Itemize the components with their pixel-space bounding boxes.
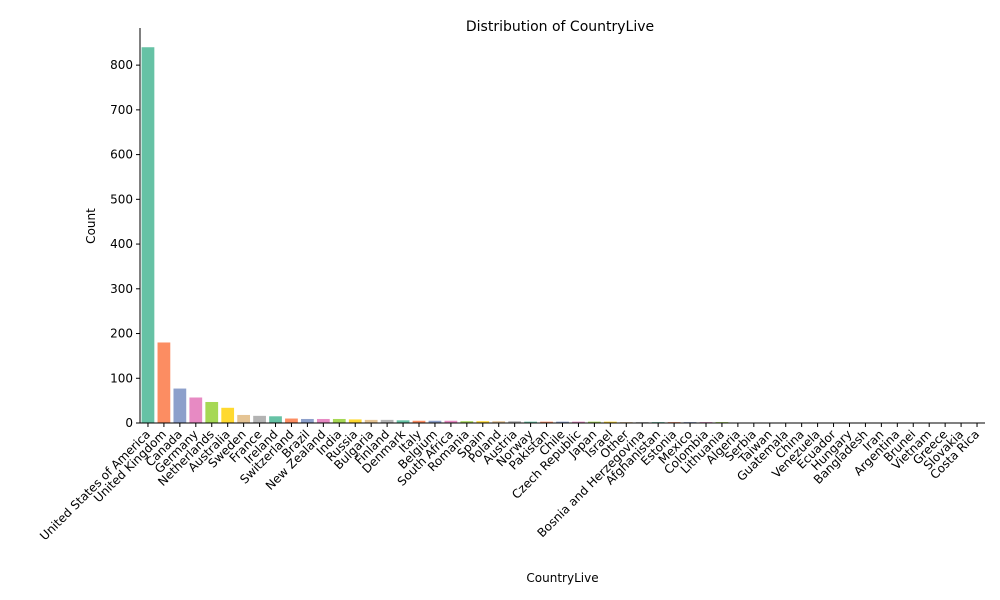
bar [380, 419, 394, 423]
chart-title: Distribution of CountryLive [466, 19, 654, 35]
y-tick-label: 700 [110, 103, 133, 117]
bar [476, 421, 490, 423]
bar [301, 418, 314, 423]
x-axis-title: CountryLive [526, 571, 598, 585]
bar [332, 418, 346, 423]
bar [428, 420, 442, 423]
bars-group [141, 47, 984, 424]
x-tick-label: United States of America [37, 427, 153, 543]
bar [603, 421, 617, 423]
bar [269, 416, 282, 423]
y-axis-ticks: 0 100 200 300 400 500 600 700 800 [110, 58, 140, 430]
bar [348, 419, 362, 423]
bar [460, 421, 474, 423]
bar [524, 421, 537, 423]
bar [556, 421, 569, 423]
y-tick-label: 0 [125, 416, 133, 430]
bar [412, 420, 426, 423]
y-tick-label: 600 [110, 148, 133, 162]
bar [572, 421, 585, 423]
bar [221, 407, 235, 423]
bar [444, 420, 458, 423]
bar [141, 47, 155, 424]
y-tick-label: 300 [110, 282, 133, 296]
bar [157, 342, 171, 423]
y-tick-label: 200 [110, 327, 133, 341]
bar [540, 421, 553, 423]
y-tick-label: 100 [110, 371, 133, 385]
bar [253, 415, 266, 423]
bar [189, 397, 203, 423]
y-tick-label: 400 [110, 237, 133, 251]
y-axis-title: Count [84, 208, 98, 244]
bar [508, 421, 522, 423]
bar [285, 418, 298, 423]
bar [173, 388, 187, 423]
bar [205, 401, 219, 423]
y-tick-label: 800 [110, 58, 133, 72]
bar [316, 418, 330, 423]
bar [237, 414, 250, 423]
bar [396, 420, 410, 423]
bar [588, 421, 601, 423]
bar [364, 419, 378, 423]
y-tick-label: 500 [110, 192, 133, 206]
bar [492, 421, 506, 423]
